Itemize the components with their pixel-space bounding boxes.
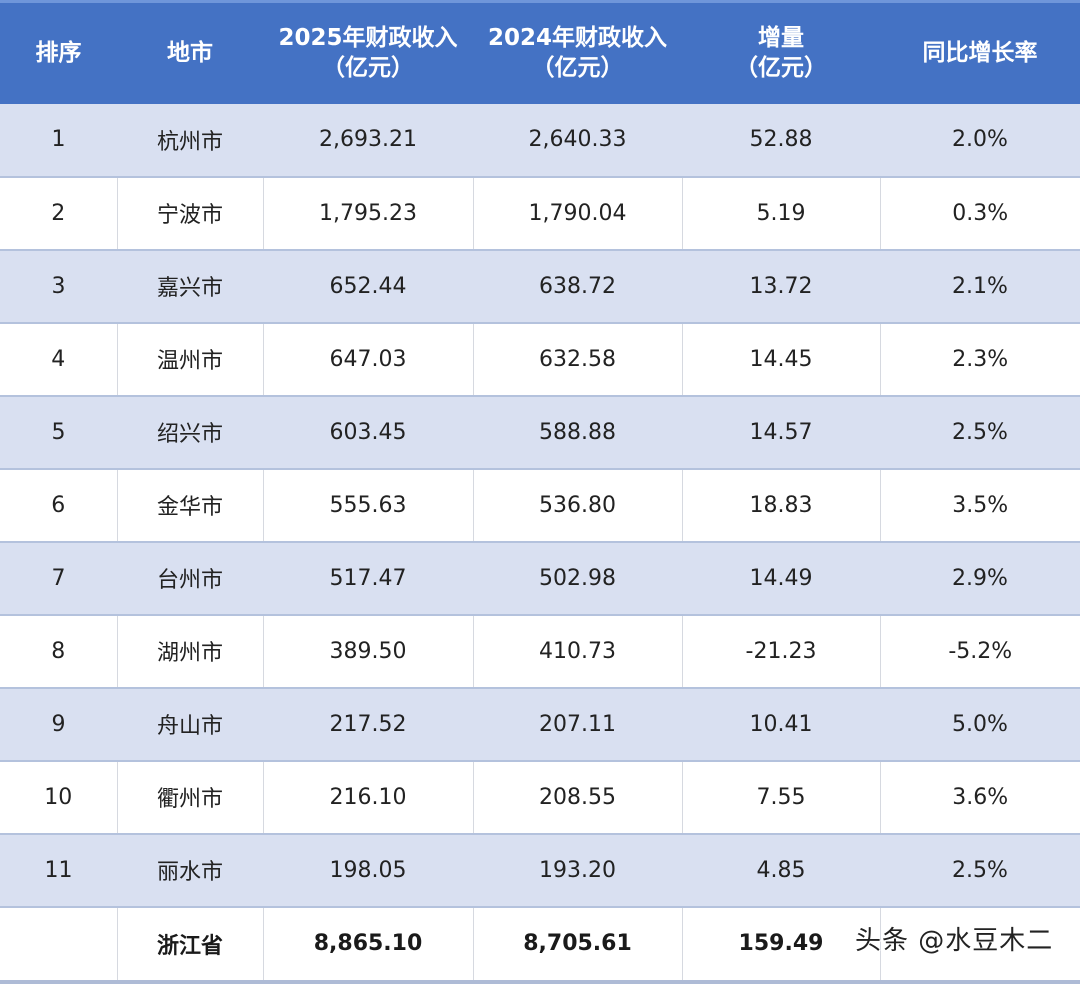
total-revenue-2025-cell: 8,865.10 <box>262 906 473 984</box>
revenue-2024-cell: 1,790.04 <box>472 176 682 251</box>
rank-cell: 5 <box>0 395 117 470</box>
revenue-2025-cell: 1,795.23 <box>262 176 473 251</box>
city-cell: 宁波市 <box>116 176 263 251</box>
city-cell: 杭州市 <box>117 103 263 178</box>
header-revenue-2025: 2025年财政收入 （亿元） <box>263 0 473 104</box>
growth-rate-cell: 2.5% <box>880 833 1080 908</box>
rank-cell: 11 <box>0 833 117 908</box>
city-cell: 台州市 <box>117 541 263 616</box>
table-row: 1 杭州市 2,693.21 2,640.33 52.88 2.0% <box>0 103 1080 178</box>
table-row: 11 丽水市 198.05 193.20 4.85 2.5% <box>0 833 1080 908</box>
increase-cell: 4.85 <box>682 833 880 908</box>
city-cell: 丽水市 <box>117 833 263 908</box>
header-city: 地市 <box>117 0 263 104</box>
table-row: 4 温州市 647.03 632.58 14.45 2.3% <box>0 322 1080 397</box>
rank-cell: 10 <box>0 760 117 835</box>
revenue-2024-cell: 502.98 <box>473 541 682 616</box>
rank-cell: 6 <box>0 468 117 543</box>
revenue-2025-cell: 389.50 <box>262 614 473 689</box>
revenue-2024-cell: 410.73 <box>472 614 682 689</box>
revenue-2025-cell: 217.52 <box>263 687 473 762</box>
header-growth-rate: 同比增长率 <box>880 0 1080 104</box>
increase-cell: 13.72 <box>682 249 880 324</box>
city-cell: 金华市 <box>116 468 263 543</box>
table-row: 10 衢州市 216.10 208.55 7.55 3.6% <box>0 760 1080 835</box>
total-rank-cell <box>0 906 117 984</box>
total-revenue-2024-cell: 8,705.61 <box>472 906 682 984</box>
table-row: 7 台州市 517.47 502.98 14.49 2.9% <box>0 541 1080 616</box>
revenue-2025-cell: 555.63 <box>262 468 473 543</box>
increase-cell: 14.45 <box>681 322 880 397</box>
revenue-2024-cell: 2,640.33 <box>473 103 682 178</box>
growth-rate-cell: 3.6% <box>879 760 1080 835</box>
increase-cell: 5.19 <box>681 176 880 251</box>
rank-cell: 8 <box>0 614 117 689</box>
table-row: 9 舟山市 217.52 207.11 10.41 5.0% <box>0 687 1080 762</box>
rank-cell: 3 <box>0 249 117 324</box>
growth-rate-cell: 2.3% <box>879 322 1080 397</box>
city-cell: 湖州市 <box>116 614 263 689</box>
revenue-2025-cell: 652.44 <box>263 249 473 324</box>
increase-cell: 14.49 <box>682 541 880 616</box>
revenue-2024-cell: 193.20 <box>473 833 682 908</box>
revenue-2025-cell: 216.10 <box>262 760 473 835</box>
increase-cell: 10.41 <box>682 687 880 762</box>
increase-cell: 52.88 <box>682 103 880 178</box>
growth-rate-cell: 5.0% <box>880 687 1080 762</box>
total-row: 浙江省 8,865.10 8,705.61 159.49 <box>0 906 1080 984</box>
growth-rate-cell: 2.5% <box>880 395 1080 470</box>
rank-cell: 9 <box>0 687 117 762</box>
growth-rate-cell: 2.9% <box>880 541 1080 616</box>
growth-rate-cell: 2.1% <box>880 249 1080 324</box>
table-row: 5 绍兴市 603.45 588.88 14.57 2.5% <box>0 395 1080 470</box>
city-cell: 绍兴市 <box>117 395 263 470</box>
growth-rate-cell: 3.5% <box>879 468 1080 543</box>
revenue-2024-cell: 208.55 <box>472 760 682 835</box>
increase-cell: 18.83 <box>681 468 880 543</box>
header-increase: 增量 （亿元） <box>682 0 880 104</box>
table-header-row: 排序 地市 2025年财政收入 （亿元） 2024年财政收入 （亿元） 增量 （亿元）… <box>0 0 1080 104</box>
rank-cell: 2 <box>0 176 117 251</box>
growth-rate-cell: 0.3% <box>879 176 1080 251</box>
header-revenue-2024: 2024年财政收入 （亿元） <box>473 0 682 104</box>
total-city-cell: 浙江省 <box>116 906 263 984</box>
increase-cell: -21.23 <box>681 614 880 689</box>
city-cell: 嘉兴市 <box>117 249 263 324</box>
table-row: 3 嘉兴市 652.44 638.72 13.72 2.1% <box>0 249 1080 324</box>
rank-cell: 7 <box>0 541 117 616</box>
city-cell: 温州市 <box>116 322 263 397</box>
city-cell: 衢州市 <box>116 760 263 835</box>
revenue-2024-cell: 588.88 <box>473 395 682 470</box>
table-row: 8 湖州市 389.50 410.73 -21.23 -5.2% <box>0 614 1080 689</box>
growth-rate-cell: 2.0% <box>880 103 1080 178</box>
revenue-2025-cell: 198.05 <box>263 833 473 908</box>
rank-cell: 4 <box>0 322 117 397</box>
total-increase-cell: 159.49 <box>681 906 880 984</box>
city-cell: 舟山市 <box>117 687 263 762</box>
revenue-2025-cell: 647.03 <box>262 322 473 397</box>
revenue-2024-cell: 536.80 <box>472 468 682 543</box>
table-row: 6 金华市 555.63 536.80 18.83 3.5% <box>0 468 1080 543</box>
revenue-2024-cell: 632.58 <box>472 322 682 397</box>
increase-cell: 7.55 <box>681 760 880 835</box>
growth-rate-cell: -5.2% <box>879 614 1080 689</box>
revenue-2024-cell: 207.11 <box>473 687 682 762</box>
revenue-2025-cell: 2,693.21 <box>263 103 473 178</box>
revenue-2025-cell: 603.45 <box>263 395 473 470</box>
increase-cell: 14.57 <box>682 395 880 470</box>
revenue-2025-cell: 517.47 <box>263 541 473 616</box>
header-rank: 排序 <box>0 0 117 104</box>
watermark: 头条 @水豆木二 <box>855 926 1054 956</box>
table-row: 2 宁波市 1,795.23 1,790.04 5.19 0.3% <box>0 176 1080 251</box>
rank-cell: 1 <box>0 103 117 178</box>
revenue-2024-cell: 638.72 <box>473 249 682 324</box>
